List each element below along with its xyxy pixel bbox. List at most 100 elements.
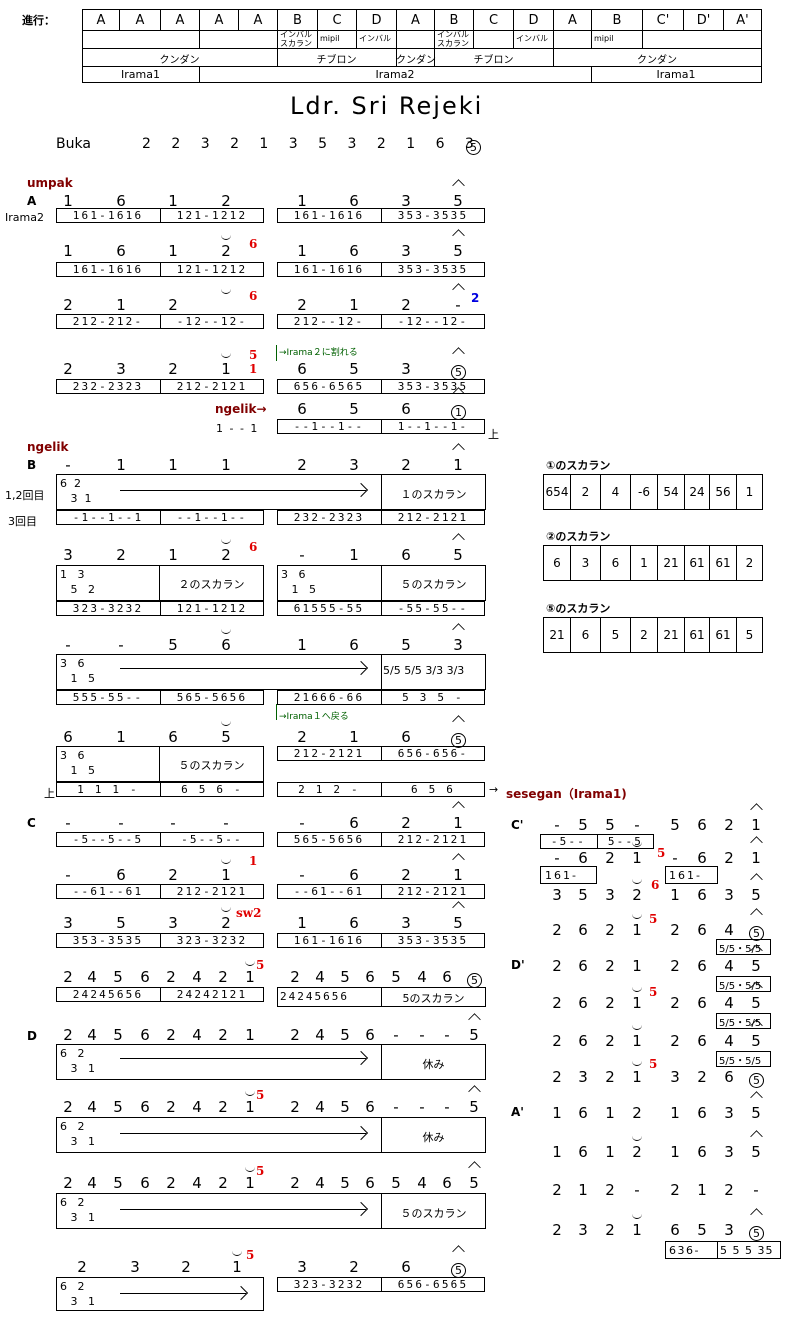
note: 2 — [168, 296, 178, 314]
note: 6 — [349, 242, 359, 260]
balungan-text: -1--1--1 — [72, 511, 144, 524]
balungan-text: 353-3535 — [397, 934, 469, 947]
note: 2 — [401, 456, 411, 474]
divider — [513, 30, 514, 49]
balungan-text: 1 1 1 - — [77, 783, 139, 796]
ngelik-arrow-label: ngelik→ — [215, 402, 267, 416]
note: 6 — [697, 921, 707, 939]
balungan-text: 161- — [545, 869, 578, 882]
note: 6 — [442, 968, 452, 986]
note: 2 — [670, 1181, 680, 1199]
note: 5 — [751, 1032, 761, 1050]
gong-ring: 5 — [749, 1226, 764, 1241]
kenong-mark — [221, 858, 231, 864]
note: 4 — [87, 1174, 97, 1192]
sukaran-table-title: ⑤のスカラン — [546, 602, 611, 615]
kenong-mark — [221, 628, 231, 634]
note: 2 — [297, 456, 307, 474]
note: 6 — [697, 816, 707, 834]
balungan-text: 323-3232 — [293, 1278, 365, 1291]
note: 5 — [578, 816, 588, 834]
note: 2 — [552, 1221, 562, 1239]
note: 5 — [605, 816, 615, 834]
sukaran-cell: 21 — [543, 617, 571, 653]
irama2-label: Irama2 — [5, 211, 44, 224]
note: - — [753, 1181, 759, 1199]
gong-mark — [750, 1208, 763, 1221]
note: 5 — [751, 886, 761, 904]
irama-cell: Irama1 — [656, 68, 696, 81]
note: 2 — [63, 360, 73, 378]
kenong-mark — [221, 288, 231, 294]
kenong-mark — [245, 960, 255, 966]
balungan-text: 353-3535 — [397, 380, 469, 393]
note: 2 — [552, 957, 562, 975]
divider — [381, 379, 382, 394]
divider — [381, 510, 382, 525]
divider — [381, 601, 382, 616]
balungan-text: 161- — [669, 869, 702, 882]
note: 6 — [116, 866, 126, 884]
note: 1 — [632, 957, 642, 975]
gong-mark — [750, 908, 763, 921]
note: 3 — [724, 1221, 734, 1239]
note: - — [554, 849, 560, 867]
note: 2 — [401, 866, 411, 884]
sukaran-cell: 5 — [600, 617, 631, 653]
note: - — [65, 814, 71, 832]
note: 6 — [116, 242, 126, 260]
balungan-text: 212-2121 — [293, 747, 365, 760]
section-b-label: B — [27, 458, 37, 472]
balungan-text: 21666-66 — [293, 691, 365, 704]
sukaran-ref: 5/5・5/5 — [719, 1018, 762, 1029]
gong-note: 1 — [451, 401, 466, 420]
note: 2 — [181, 1258, 191, 1276]
sukaran-ref: 5/5・5/5 — [719, 944, 762, 955]
note: - — [299, 866, 305, 884]
gong-mark — [750, 1091, 763, 1104]
gong-note: 5 — [451, 361, 466, 380]
note: 6 — [297, 360, 307, 378]
section-note: インバル — [516, 34, 548, 43]
note: 1 — [670, 1143, 680, 1161]
gong-note: 5 — [749, 1069, 764, 1088]
note: 6 — [63, 728, 73, 746]
sukaran-ref: 5/5・5/5 — [719, 981, 762, 992]
annotation-number: 5 — [249, 348, 258, 362]
note: 6 — [297, 400, 307, 418]
kenong-mark — [221, 234, 231, 240]
note: - — [223, 814, 229, 832]
note: 1 — [245, 1174, 255, 1192]
note: - — [634, 816, 640, 834]
kenong-pattern: 3 6 1 5 — [60, 749, 95, 777]
section-dp-label: D' — [511, 958, 525, 972]
section-cell: B — [277, 9, 318, 31]
gong-mark — [452, 1245, 465, 1258]
section-cell: D — [356, 9, 397, 31]
balungan-text: 212-2121 — [176, 885, 248, 898]
balungan-text: 24245656 — [280, 990, 349, 1003]
section-note: インバル スカラン — [437, 30, 469, 48]
divider — [642, 30, 643, 49]
note: 2 — [221, 914, 231, 932]
note: 6 — [140, 1174, 150, 1192]
note: 4 — [315, 1026, 325, 1044]
note: 2 — [605, 849, 615, 867]
sukaran-table-title: ②のスカラン — [546, 530, 611, 543]
kenong-pattern: 6 2 3 1 — [60, 1196, 95, 1224]
note: 1 — [632, 1221, 642, 1239]
sukaran-cell: 54 — [657, 474, 685, 510]
note: 3 — [401, 192, 411, 210]
balungan-text: 5--5 — [607, 835, 644, 848]
note: - — [672, 849, 678, 867]
divider — [591, 30, 592, 49]
section-cell: C' — [642, 9, 684, 31]
note: 1 — [168, 546, 178, 564]
note: 3 — [63, 546, 73, 564]
note: 1 — [552, 1104, 562, 1122]
note: 2 — [605, 921, 615, 939]
bar-row — [56, 654, 382, 690]
bar-row — [56, 1277, 264, 1311]
note: 2 — [290, 1098, 300, 1116]
note: 6 — [365, 1098, 375, 1116]
